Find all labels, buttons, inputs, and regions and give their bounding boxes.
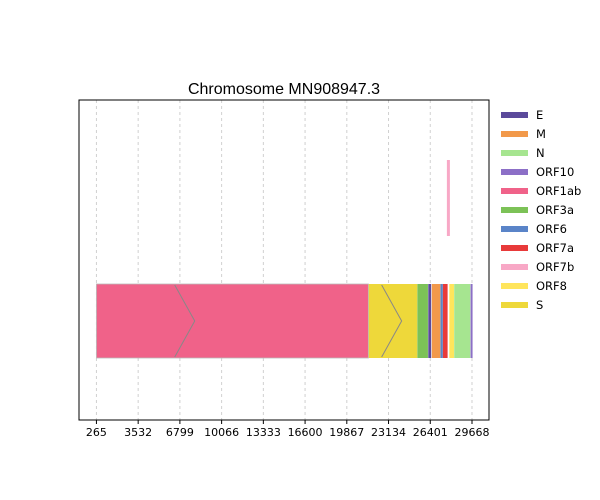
tick-label-5: 16600 <box>288 426 323 439</box>
legend-swatch-m <box>501 131 528 137</box>
legend-swatch-orf7b <box>501 264 528 270</box>
legend-label-orf3a: ORF3a <box>536 203 574 217</box>
tick-label-3: 10066 <box>204 426 239 439</box>
legend-label-orf6: ORF6 <box>536 222 567 236</box>
feature-orf7b <box>446 160 450 236</box>
feature-orf7a <box>442 284 448 358</box>
tick-label-1: 3532 <box>124 426 152 439</box>
tick-label-4: 13333 <box>246 426 281 439</box>
legend-swatch-e <box>501 112 528 118</box>
legend-label-orf1ab: ORF1ab <box>536 184 581 198</box>
x-axis-ticks: 265 3532 6799 10066 13333 16600 19867 23134 2640… <box>86 420 489 439</box>
feature-orf8 <box>449 284 454 358</box>
feature-orf6 <box>440 284 443 358</box>
feature-orf10 <box>470 284 473 358</box>
feature-e <box>428 284 432 358</box>
legend-label-s: S <box>536 298 543 312</box>
legend-swatch-orf1ab <box>501 188 528 194</box>
legend-swatch-orf10 <box>501 169 528 175</box>
tick-label-6: 19867 <box>329 426 364 439</box>
legend: EMN ORF10 ORF1ab ORF3a ORF6 ORF7a ORF7b ORF8 S <box>501 108 581 312</box>
tick-label-0: 265 <box>86 426 107 439</box>
feature-n <box>454 284 471 358</box>
legend-swatch-s <box>501 302 528 308</box>
legend-label-orf7b: ORF7b <box>536 260 574 274</box>
legend-label-orf7a: ORF7a <box>536 241 574 255</box>
feature-track <box>96 160 473 359</box>
legend-swatch-orf8 <box>501 283 528 289</box>
feature-orf1ab <box>96 284 369 358</box>
feature-orf3a <box>417 284 428 358</box>
feature-orf1ab-outline <box>96 283 369 359</box>
tick-label-7: 23134 <box>371 426 406 439</box>
feature-m <box>431 284 441 358</box>
direction-chevron-orf1ab <box>174 284 196 358</box>
grid-lines <box>95 100 473 420</box>
legend-label-n: N <box>536 146 545 160</box>
legend-label-orf10: ORF10 <box>536 165 574 179</box>
legend-swatch-orf3a <box>501 207 528 213</box>
feature-s <box>368 284 418 358</box>
chart-title: Chromosome MN908947.3 <box>188 81 380 98</box>
legend-label-orf8: ORF8 <box>536 279 567 293</box>
direction-chevron-s <box>381 284 403 358</box>
plot-frame <box>78 99 490 421</box>
legend-label-m: M <box>536 127 546 141</box>
tick-label-9: 29668 <box>454 426 489 439</box>
legend-swatch-orf6 <box>501 226 528 232</box>
legend-label-e: E <box>536 108 543 122</box>
legend-swatch-orf7a <box>501 245 528 251</box>
legend-swatch-n <box>501 150 528 156</box>
tick-label-2: 6799 <box>166 426 194 439</box>
tick-label-8: 26401 <box>413 426 448 439</box>
